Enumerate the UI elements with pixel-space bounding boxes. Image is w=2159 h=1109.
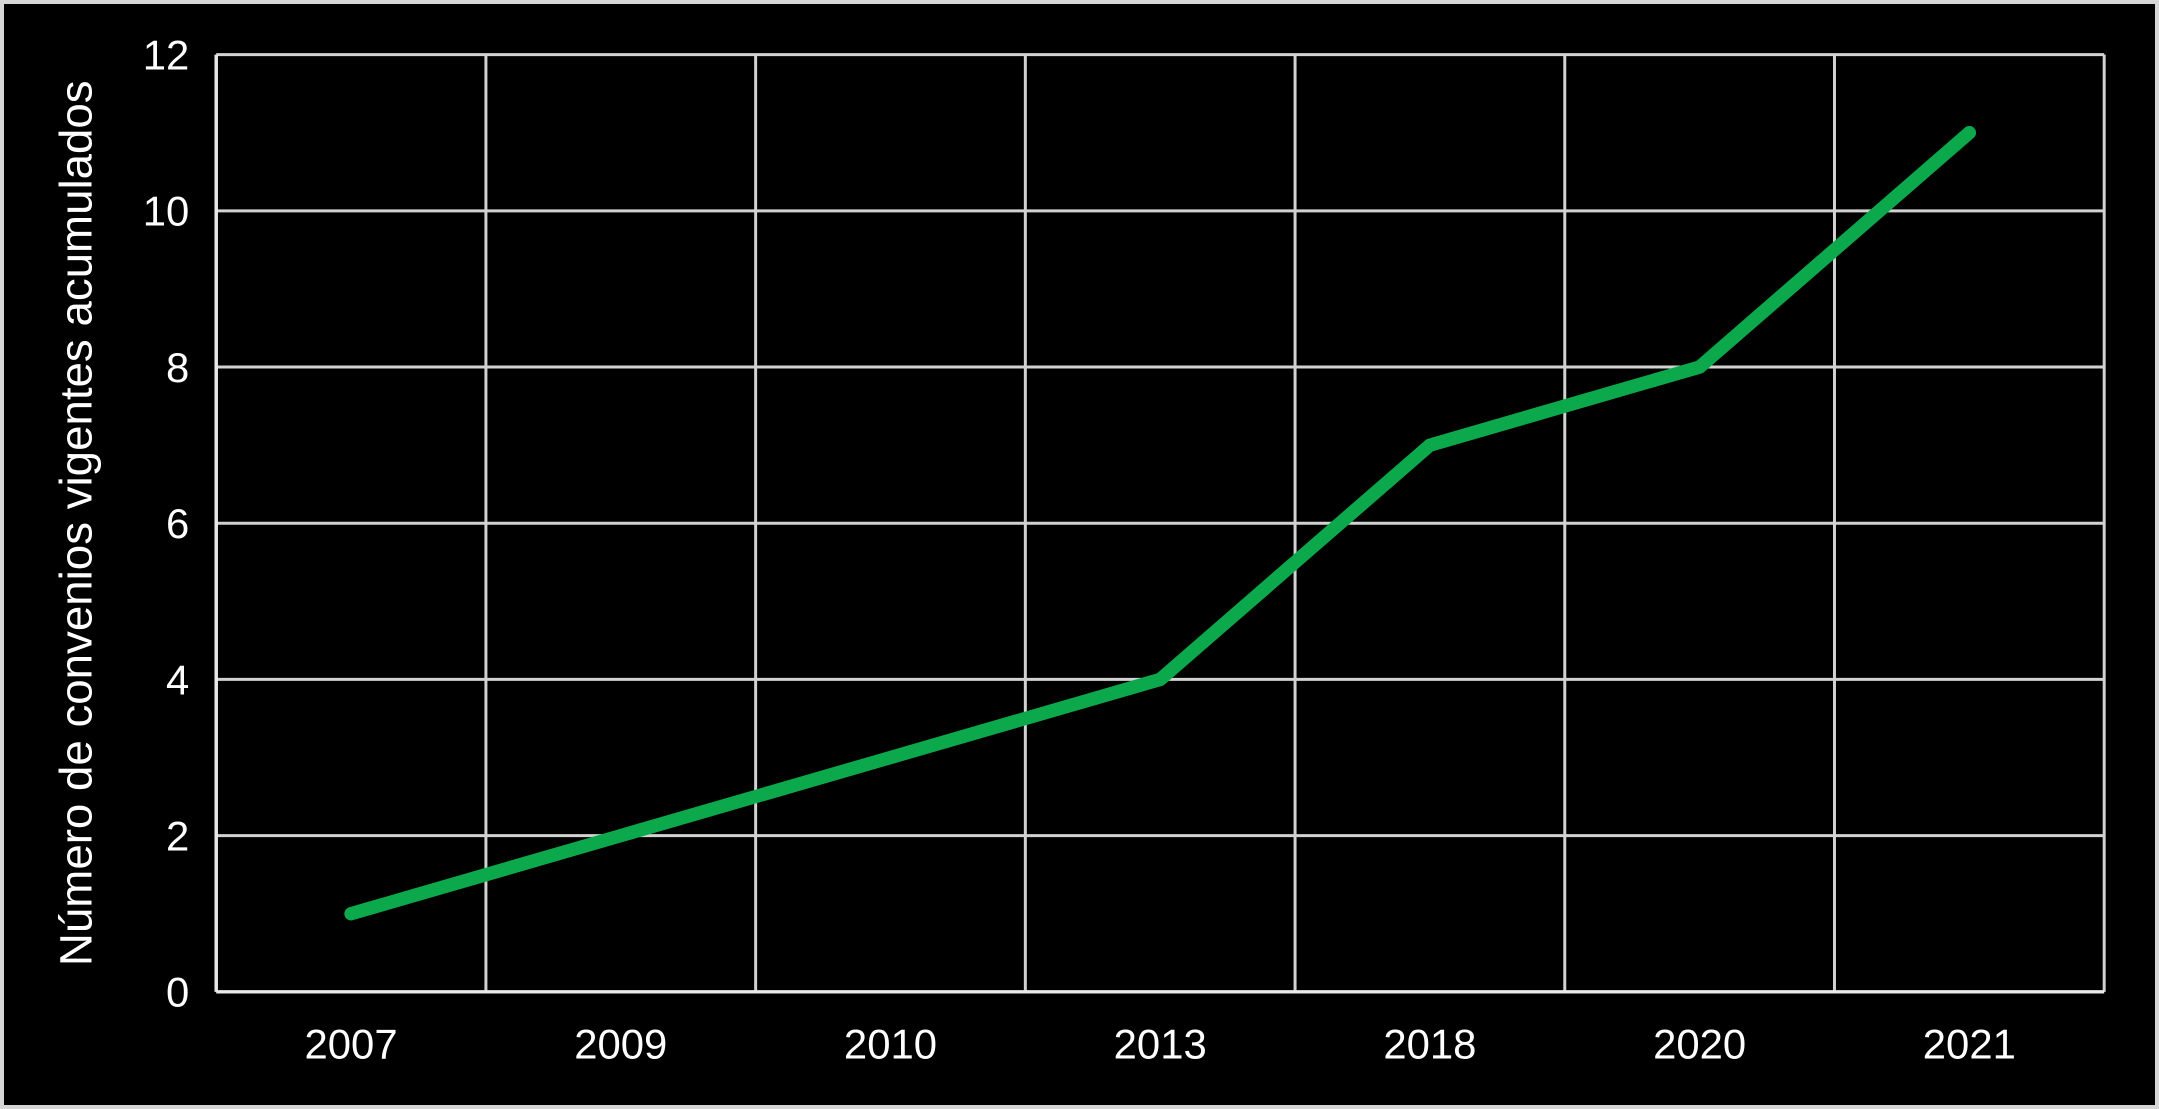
x-tick-label: 2018 — [1383, 1020, 1476, 1067]
line-chart: 0 2 4 6 8 10 12 2007 2009 2010 2013 2018 2020 2021 N… — [51, 32, 2106, 1067]
y-tick-label: 12 — [143, 32, 190, 79]
y-tick-label: 2 — [166, 813, 189, 860]
y-axis-title: Número de convenios vigentes acumulados — [51, 80, 102, 966]
series-line — [344, 126, 1977, 921]
x-tick-label: 2009 — [574, 1020, 667, 1067]
x-tick-label: 2010 — [844, 1020, 937, 1067]
y-tick-label: 6 — [166, 500, 189, 547]
y-tick-label: 10 — [143, 188, 190, 235]
y-tick-label: 0 — [166, 969, 189, 1016]
axes — [214, 54, 2105, 994]
gridlines — [216, 53, 2106, 992]
x-tick-label: 2021 — [1923, 1020, 2016, 1067]
x-tick-label: 2007 — [305, 1020, 398, 1067]
chart-container: 0 2 4 6 8 10 12 2007 2009 2010 2013 2018 2020 2021 N… — [4, 4, 2155, 1105]
y-tick-label: 8 — [166, 344, 189, 391]
x-tick-label: 2013 — [1114, 1020, 1207, 1067]
y-tick-label: 4 — [166, 656, 189, 703]
y-axis-tick-labels: 0 2 4 6 8 10 12 — [143, 32, 190, 1016]
x-axis-tick-labels: 2007 2009 2010 2013 2018 2020 2021 — [305, 1020, 2016, 1067]
x-tick-label: 2020 — [1653, 1020, 1746, 1067]
